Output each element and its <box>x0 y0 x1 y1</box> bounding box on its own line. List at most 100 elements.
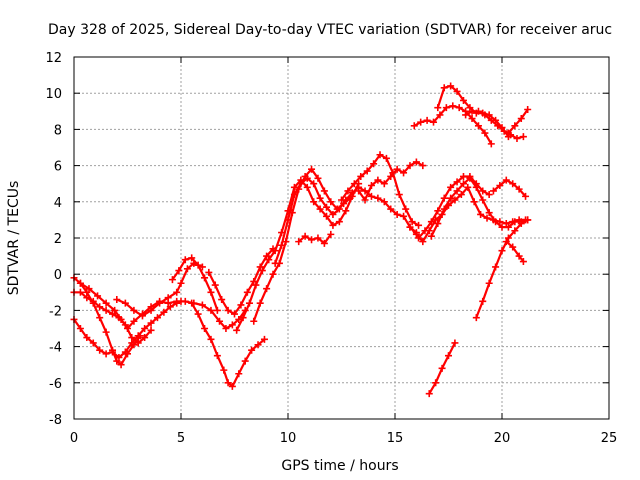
data-point <box>211 281 219 289</box>
data-point <box>173 297 181 305</box>
series-line <box>430 177 529 238</box>
data-point <box>216 317 224 325</box>
data-point <box>479 297 487 305</box>
data-point <box>166 303 174 311</box>
data-point <box>498 247 506 255</box>
data-point <box>320 187 328 195</box>
data-point <box>121 299 129 307</box>
data-point <box>335 218 343 226</box>
data-point <box>271 259 279 267</box>
data-point <box>263 285 271 293</box>
series-16 <box>425 339 459 398</box>
x-tick-label: 20 <box>494 431 511 446</box>
data-point <box>314 234 322 242</box>
data-point <box>256 299 264 307</box>
data-point <box>459 180 467 188</box>
data-point <box>76 325 84 332</box>
data-point <box>263 252 271 260</box>
data-point <box>128 334 136 342</box>
data-point <box>297 180 305 188</box>
data-point <box>335 205 343 213</box>
data-point <box>519 258 527 266</box>
axis-ticks <box>73 56 610 420</box>
data-point <box>130 317 138 325</box>
data-point <box>447 82 455 90</box>
series-line <box>72 300 183 359</box>
series-line <box>417 175 491 240</box>
series-22 <box>472 216 532 322</box>
data-point <box>117 315 125 323</box>
data-point <box>168 276 176 284</box>
data-point <box>470 198 478 206</box>
data-point <box>522 192 530 200</box>
data-point <box>173 288 181 296</box>
data-point <box>417 118 425 126</box>
data-point <box>188 254 196 262</box>
data-point <box>96 346 104 354</box>
data-point <box>357 172 365 180</box>
data-point <box>147 319 155 327</box>
data-point <box>434 104 442 112</box>
chart-title: Day 328 of 2025, Sidereal Day-to-day VTE… <box>48 22 612 38</box>
data-point <box>462 111 470 119</box>
data-point <box>423 116 431 124</box>
data-point <box>290 183 298 191</box>
data-point <box>412 230 420 238</box>
data-point <box>421 227 429 235</box>
data-point <box>295 238 303 246</box>
data-point <box>111 306 119 314</box>
data-point <box>329 210 337 218</box>
x-tick-labels: 0 5 10 15 20 25 <box>70 431 617 446</box>
data-point <box>447 183 455 191</box>
data-point <box>468 115 476 123</box>
data-point <box>380 198 388 206</box>
data-point <box>502 220 510 228</box>
data-point <box>477 210 485 218</box>
data-point <box>483 214 491 222</box>
data-point <box>492 218 500 226</box>
data-point <box>472 183 480 191</box>
data-point <box>511 227 519 235</box>
data-point <box>395 191 403 199</box>
data-point <box>434 220 442 228</box>
data-point <box>213 306 221 314</box>
data-point <box>329 221 337 229</box>
data-point <box>109 346 117 354</box>
data-point <box>102 328 110 336</box>
data-point <box>207 306 215 314</box>
data-point <box>278 241 286 249</box>
data-point <box>245 299 253 307</box>
data-point <box>269 270 277 278</box>
data-point <box>83 288 91 296</box>
series-line <box>72 276 142 366</box>
series-11 <box>295 230 335 247</box>
series-0 <box>70 297 185 361</box>
data-point <box>412 158 420 166</box>
series-line <box>115 262 204 317</box>
data-point <box>156 299 164 307</box>
data-point <box>338 196 345 204</box>
data-point <box>323 212 331 220</box>
data-point <box>224 306 232 314</box>
data-point <box>485 209 493 217</box>
data-point <box>96 314 104 322</box>
y-tick-label: 6 <box>54 160 62 175</box>
data-point <box>254 341 262 349</box>
data-point <box>348 189 356 197</box>
data-point <box>455 104 463 112</box>
data-point <box>231 310 238 318</box>
data-point <box>363 167 371 175</box>
data-point <box>248 346 256 354</box>
data-point <box>218 296 226 304</box>
data-point <box>453 87 461 95</box>
data-point <box>502 176 510 184</box>
series-23 <box>489 176 530 200</box>
data-point <box>400 169 408 177</box>
data-point <box>342 207 350 215</box>
data-point <box>258 267 266 275</box>
series-layer <box>70 82 532 398</box>
data-point <box>241 357 249 365</box>
series-line <box>171 256 219 312</box>
data-point <box>327 230 335 238</box>
